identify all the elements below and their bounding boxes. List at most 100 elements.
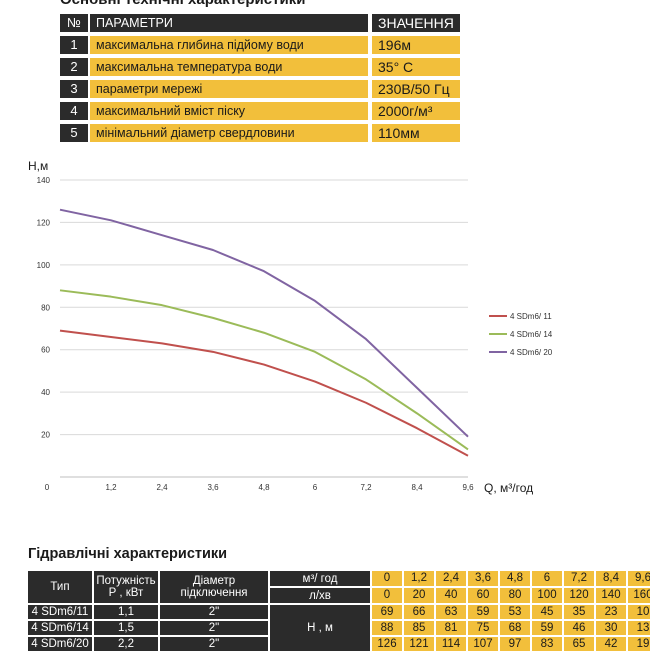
params-row-num: 2 bbox=[60, 58, 88, 76]
hyd-row-diam-text: 2" bbox=[208, 622, 220, 634]
hyd-head-cell: 69 bbox=[372, 605, 402, 619]
hyd-flow-lmin-cell: 140 bbox=[596, 588, 626, 603]
hyd-row-diam-text: 2" bbox=[208, 638, 220, 650]
hyd-flow-lmin-cell: 20 bbox=[404, 588, 434, 603]
hyd-row-type: 4 SDm6/11 bbox=[28, 605, 92, 619]
hyd-flow-lmin-cell: 160 bbox=[628, 588, 650, 603]
hyd-head-cell: 126 bbox=[372, 637, 402, 651]
hyd-header-power-line2: P , кВт bbox=[108, 587, 144, 599]
hyd-header-head-text: Н , м bbox=[307, 622, 333, 634]
params-row-param: максимальна глибина підйому води bbox=[90, 36, 368, 54]
hyd-header-flow-m3-text: м³/ год bbox=[302, 572, 338, 585]
hyd-header-diam-line2: підключення bbox=[180, 587, 248, 599]
hyd-head-cell: 114 bbox=[436, 637, 466, 651]
chart-x-tick-label: 2,4 bbox=[156, 483, 168, 492]
hyd-row-power-text: 1,5 bbox=[118, 622, 134, 634]
params-header-param: ПАРАМЕТРИ bbox=[90, 14, 368, 32]
params-row-num: 3 bbox=[60, 80, 88, 98]
chart-ylabel: H,м bbox=[28, 159, 48, 173]
hyd-head-cell: 35 bbox=[564, 605, 594, 619]
hyd-row-power: 2,2 bbox=[94, 637, 158, 651]
hyd-flow-m3-cell: 3,6 bbox=[468, 571, 498, 586]
performance-chart: H,м Q, м³/год 20 40 60 80 100 120 140 0 1,2 2,4 3,… bbox=[28, 159, 553, 495]
hyd-flow-m3-cell: 0 bbox=[372, 571, 402, 586]
params-row-param: параметри мережі bbox=[90, 80, 368, 98]
chart-y-tick-label: 60 bbox=[41, 346, 50, 355]
hyd-header-power-line1: Потужність bbox=[96, 575, 156, 587]
hyd-flow-m3-cell: 2,4 bbox=[436, 571, 466, 586]
section-title: Основні технічні характеристики bbox=[60, 0, 305, 8]
chart-x-tick-label: 3,6 bbox=[207, 483, 219, 492]
params-row-value: 110мм bbox=[372, 124, 460, 142]
chart-y-tick-label: 20 bbox=[41, 431, 50, 440]
hyd-row-type: 4 SDm6/14 bbox=[28, 621, 92, 635]
hyd-header-flow-lmin-text: л/хв bbox=[309, 589, 331, 602]
chart-series-line bbox=[59, 289, 469, 451]
chart-y-tick-label: 120 bbox=[37, 218, 51, 227]
params-row-param: мінімальний діаметр свердловини bbox=[90, 124, 368, 142]
hyd-head-cell: 97 bbox=[500, 637, 530, 651]
hyd-head-cell: 59 bbox=[468, 605, 498, 619]
hyd-row-power-text: 2,2 bbox=[118, 638, 134, 650]
hyd-header-diameter: Діаметр підключення bbox=[160, 571, 268, 603]
chart-x-tick-label: 0 bbox=[45, 483, 50, 492]
hyd-head-cell: 10 bbox=[628, 605, 650, 619]
chart-x-tick-label: 9,6 bbox=[462, 483, 474, 492]
hyd-head-cell: 19 bbox=[628, 637, 650, 651]
params-row-num: 5 bbox=[60, 124, 88, 142]
hyd-flow-lmin-cell: 0 bbox=[372, 588, 402, 603]
hyd-row-type: 4 SDm6/20 bbox=[28, 637, 92, 651]
params-row-value: 35° C bbox=[372, 58, 460, 76]
hyd-head-cell: 75 bbox=[468, 621, 498, 635]
hyd-head-cell: 42 bbox=[596, 637, 626, 651]
hyd-row-type-text: 4 SDm6/20 bbox=[31, 638, 89, 650]
hyd-flow-lmin-cell: 80 bbox=[500, 588, 530, 603]
hyd-header-power: Потужність P , кВт bbox=[94, 571, 158, 603]
hyd-head-cell: 85 bbox=[404, 621, 434, 635]
hyd-header-flow-lmin: л/хв bbox=[270, 588, 370, 603]
hyd-row-diameter: 2" bbox=[160, 605, 268, 619]
hyd-header-diam-line1: Діаметр bbox=[192, 575, 236, 587]
hyd-header-type-text: Тип bbox=[50, 581, 70, 593]
chart-y-tick-label: 140 bbox=[37, 176, 51, 185]
chart-legend-label: 4 SDm6/ 11 bbox=[510, 312, 552, 321]
chart-y-tick-label: 80 bbox=[41, 303, 50, 312]
hyd-head-cell: 59 bbox=[532, 621, 562, 635]
hyd-flow-lmin-cell: 60 bbox=[468, 588, 498, 603]
chart-series-line bbox=[59, 329, 469, 457]
chart-legend: 4 SDm6/ 11 4 SDm6/ 14 4 SDm6/ 20 bbox=[489, 312, 553, 357]
chart-xlabel: Q, м³/год bbox=[484, 481, 533, 495]
hydraulic-title: Гідравлічні характеристики bbox=[28, 546, 228, 562]
hyd-head-cell: 45 bbox=[532, 605, 562, 619]
hyd-head-cell: 46 bbox=[564, 621, 594, 635]
params-row-value: 2000г/м³ bbox=[372, 102, 460, 120]
hyd-row-type-text: 4 SDm6/14 bbox=[31, 622, 89, 634]
hyd-row-diameter: 2" bbox=[160, 637, 268, 651]
chart-legend-label: 4 SDm6/ 14 bbox=[510, 330, 553, 339]
hyd-head-cell: 107 bbox=[468, 637, 498, 651]
hyd-head-cell: 53 bbox=[500, 605, 530, 619]
hyd-head-cell: 83 bbox=[532, 637, 562, 651]
chart-x-tick-label: 7,2 bbox=[360, 483, 372, 492]
hyd-head-cell: 63 bbox=[436, 605, 466, 619]
hyd-flow-m3-cell: 6 bbox=[532, 571, 562, 586]
params-header-num: № bbox=[60, 14, 88, 32]
hyd-header-flow-m3: м³/ год bbox=[270, 571, 370, 586]
chart-legend-label: 4 SDm6/ 20 bbox=[510, 348, 553, 357]
hyd-head-cell: 88 bbox=[372, 621, 402, 635]
hyd-flow-lmin-cell: 40 bbox=[436, 588, 466, 603]
chart-grid bbox=[60, 179, 468, 478]
hyd-flow-m3-cell: 8,4 bbox=[596, 571, 626, 586]
hyd-flow-lmin-cell: 100 bbox=[532, 588, 562, 603]
hyd-flow-m3-cell: 7,2 bbox=[564, 571, 594, 586]
hyd-head-cell: 13 bbox=[628, 621, 650, 635]
hyd-head-cell: 23 bbox=[596, 605, 626, 619]
chart-y-tick-label: 100 bbox=[37, 261, 51, 270]
hyd-row-diameter: 2" bbox=[160, 621, 268, 635]
hyd-header-head: Н , м bbox=[270, 605, 370, 651]
hyd-head-cell: 65 bbox=[564, 637, 594, 651]
params-row-num: 1 bbox=[60, 36, 88, 54]
hyd-head-cell: 121 bbox=[404, 637, 434, 651]
chart-y-tick-label: 40 bbox=[41, 388, 50, 397]
hyd-header-type: Тип bbox=[28, 571, 92, 603]
